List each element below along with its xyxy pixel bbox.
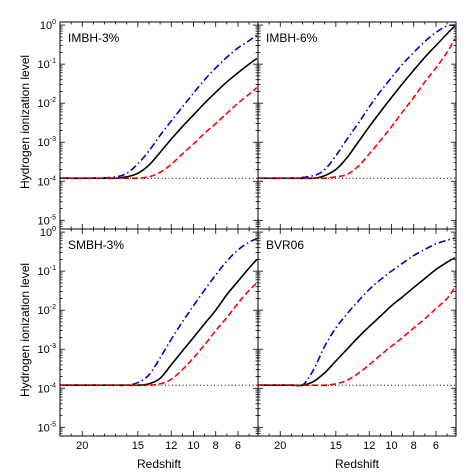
series-line-dashed [258,287,456,387]
y-tick-label: 10-4 [38,382,57,395]
x-tick-label: 6 [235,440,241,452]
x-tick-label: 10 [187,440,199,452]
panel-3: 20 15 12 10 8 6 BVR06 [257,228,457,452]
x-tick-label: 10 [385,440,397,452]
panel-label: IMBH-3% [68,31,120,45]
x-axis-title-right: Redshift [335,457,380,471]
y-axis-title-top: Hydrogen ionization level [18,55,32,189]
series-group-3 [258,237,456,388]
x-tick-label: 12 [363,440,375,452]
y-tick-label: 10-5 [38,214,57,227]
series-line-solid [60,57,258,180]
panels-group: 10-5 10-4 10-3 10-2 10-1 100 IMBH-3% IMBH-6% 10-… [38,19,457,452]
series-group-2 [60,237,258,387]
x-tick-label: 15 [132,440,144,452]
series-line-dash-dot [60,237,258,387]
y-tick-label: 10-4 [38,175,57,188]
panel-0: 10-5 10-4 10-3 10-2 10-1 100 IMBH-3% [38,19,259,230]
series-line-dash-dot [258,24,455,180]
series-group-1 [258,24,456,180]
series-line-solid [60,258,258,387]
panel-label: IMBH-6% [266,31,318,45]
series-line-dash-dot [258,237,456,388]
y-tick-label: 100 [40,19,56,32]
x-tick-label: 6 [433,440,439,452]
series-line-solid [258,25,456,180]
series-line-solid [258,257,456,387]
y-tick-label: 10-2 [38,304,57,317]
x-tick-label: 8 [411,440,417,452]
series-line-dashed [60,87,258,180]
y-tick-label: 10-1 [38,58,57,71]
plot-frame [59,228,259,437]
panel-label: BVR06 [266,238,304,252]
x-tick-label: 20 [274,440,286,452]
y-tick-label: 10-5 [38,421,57,434]
x-tick-label: 20 [76,440,88,452]
panel-1: IMBH-6% [257,21,457,230]
x-tick-label: 8 [213,440,219,452]
x-axis-title-left: Redshift [137,457,182,471]
plot-frame [257,21,457,230]
series-line-dashed [60,282,258,387]
y-tick-label: 10-3 [38,136,57,149]
x-tick-label: 12 [165,440,177,452]
y-tick-label: 10-1 [38,265,57,278]
series-line-dash-dot [60,34,258,180]
y-axis-title-bottom: Hydrogen ionization level [18,263,32,397]
series-group-0 [60,34,258,180]
x-tick-label: 15 [330,440,342,452]
plot-frame [257,228,457,437]
y-tick-label: 10-3 [38,343,57,356]
panel-label: SMBH-3% [68,238,124,252]
y-tick-label: 10-2 [38,97,57,110]
plot-frame [59,21,259,230]
series-line-dashed [258,38,456,180]
y-tick-label: 100 [40,226,56,239]
panel-2: 10-5 10-4 10-3 10-2 10-1 100 20 15 12 10 8 6 SMBH-3% [38,226,259,452]
